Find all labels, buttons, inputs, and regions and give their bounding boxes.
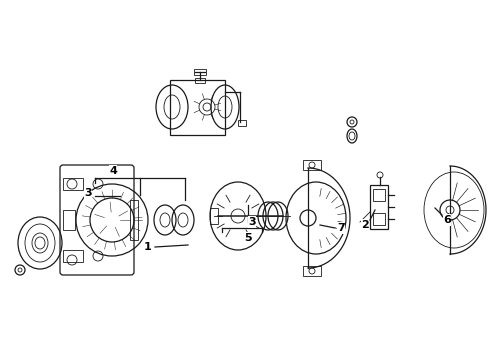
Bar (373, 189, 385, 201)
Bar (63, 210, 75, 230)
Bar (238, 120, 246, 126)
Text: 1: 1 (144, 242, 152, 252)
Bar (63, 250, 83, 262)
Text: 3: 3 (248, 217, 256, 227)
Bar (63, 178, 83, 190)
Bar (195, 78, 205, 83)
Text: 6: 6 (443, 215, 451, 225)
Text: 2: 2 (361, 220, 369, 230)
Text: 7: 7 (337, 223, 345, 233)
Bar (210, 208, 218, 224)
Bar (303, 160, 321, 170)
Text: 5: 5 (244, 233, 252, 243)
Bar (194, 69, 206, 75)
Bar (373, 213, 385, 225)
Bar (170, 80, 225, 135)
Text: 4: 4 (109, 166, 117, 176)
Bar (303, 266, 321, 276)
Text: 3: 3 (84, 188, 92, 198)
Bar (370, 185, 388, 229)
Bar (130, 200, 138, 240)
